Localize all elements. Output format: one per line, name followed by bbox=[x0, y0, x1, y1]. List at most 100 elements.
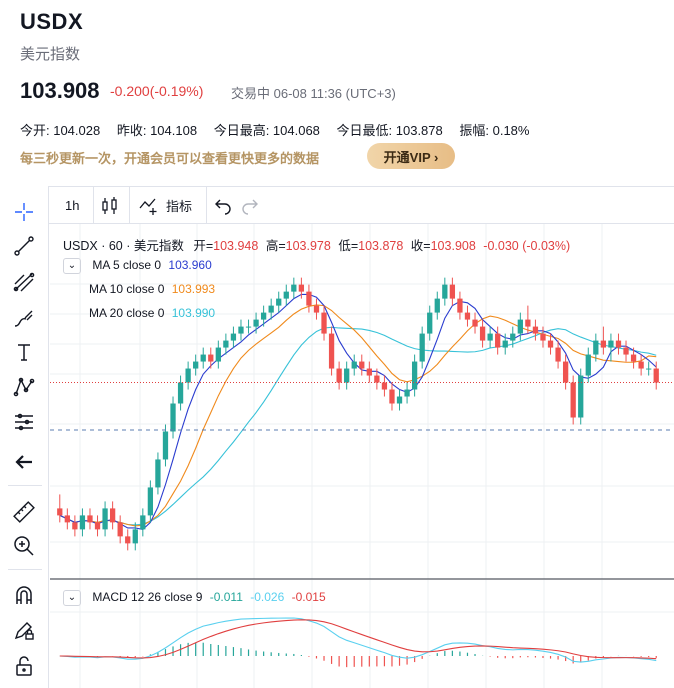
candle-body bbox=[570, 382, 576, 418]
measure-icon[interactable] bbox=[10, 408, 38, 436]
candle-body bbox=[374, 375, 380, 383]
pattern-icon[interactable] bbox=[10, 373, 38, 401]
candle-body bbox=[147, 487, 154, 516]
candle-body bbox=[125, 536, 131, 544]
candle-body bbox=[72, 522, 78, 530]
candle-body bbox=[562, 361, 569, 383]
indicators-button[interactable]: 指标 bbox=[139, 187, 192, 224]
back-arrow-icon[interactable] bbox=[10, 448, 38, 476]
collapse-ma-icon[interactable]: ⌄ bbox=[63, 258, 81, 274]
candle-body bbox=[177, 382, 184, 404]
ruler-icon[interactable] bbox=[10, 498, 38, 526]
fib-icon[interactable] bbox=[10, 268, 38, 296]
candle-body bbox=[57, 508, 63, 516]
candle-body bbox=[442, 284, 448, 299]
magnet-icon[interactable] bbox=[10, 582, 38, 610]
candle-type-icon[interactable] bbox=[101, 187, 119, 224]
legend-change: -0.030 (-0.03%) bbox=[483, 239, 571, 253]
price-chart[interactable] bbox=[50, 224, 674, 688]
candle-body bbox=[396, 396, 403, 404]
collapse-macd-icon[interactable]: ⌄ bbox=[63, 590, 81, 606]
candle-body bbox=[155, 459, 161, 488]
ohlc-legend: USDX · 60 · 美元指数 开=103.948 高=103.978 低=1… bbox=[63, 235, 570, 254]
candle-body bbox=[170, 403, 176, 432]
candle-body bbox=[653, 368, 659, 383]
symbol-title: USDX bbox=[20, 9, 84, 34]
ma20-legend: MA 20 close 0 103.990 bbox=[89, 306, 216, 320]
text-icon[interactable] bbox=[10, 338, 38, 366]
candle-body bbox=[94, 522, 101, 530]
quote-stats: 今开: 104.028 昨收: 104.108 今日最高: 104.068 今日… bbox=[20, 120, 542, 139]
candle-body bbox=[419, 333, 425, 362]
lock-drawing-icon[interactable] bbox=[10, 616, 38, 644]
candle-body bbox=[359, 361, 365, 369]
stat-amplitude: 振幅: 0.18% bbox=[459, 123, 530, 138]
candle-body bbox=[479, 326, 486, 341]
candle-body bbox=[434, 298, 440, 313]
chart-area[interactable]: USDX · 60 · 美元指数 开=103.948 高=103.978 低=1… bbox=[50, 224, 674, 688]
candle-body bbox=[427, 312, 433, 334]
candle-body bbox=[102, 508, 108, 530]
stat-prev-close: 昨收: 104.108 bbox=[116, 123, 198, 138]
candle-body bbox=[487, 333, 493, 341]
ma20-line bbox=[59, 326, 657, 526]
candle-body bbox=[185, 368, 191, 383]
candle-body bbox=[517, 319, 523, 334]
candle-body bbox=[585, 354, 591, 376]
drawing-toolbar bbox=[0, 186, 49, 688]
candle-body bbox=[502, 340, 508, 348]
candle-body bbox=[336, 368, 342, 383]
candle-body bbox=[215, 347, 221, 362]
candle-body bbox=[268, 305, 274, 313]
candle-body bbox=[117, 522, 123, 537]
undo-icon[interactable] bbox=[214, 187, 232, 224]
macd-legend: ⌄ MACD 12 26 close 9 -0.011 -0.026 -0.01… bbox=[63, 590, 326, 606]
candle-body bbox=[646, 368, 652, 370]
symbol-name: 美元指数 bbox=[20, 46, 81, 63]
candle-body bbox=[593, 340, 599, 355]
legend-low: 低=103.878 bbox=[338, 239, 404, 253]
candle-body bbox=[283, 291, 289, 299]
indicators-icon bbox=[139, 198, 157, 215]
trend-line-icon[interactable] bbox=[10, 232, 38, 260]
redo-icon[interactable] bbox=[241, 187, 259, 224]
candle-body bbox=[328, 333, 335, 369]
brush-icon[interactable] bbox=[10, 304, 38, 332]
candle-body bbox=[540, 333, 546, 341]
candle-body bbox=[495, 333, 501, 348]
candle-body bbox=[389, 389, 395, 404]
candle-body bbox=[79, 515, 86, 530]
candle-body bbox=[638, 361, 644, 369]
last-price: 103.908 bbox=[20, 78, 100, 103]
indicators-label: 指标 bbox=[166, 199, 193, 214]
open-vip-button[interactable]: 开通VIP › bbox=[367, 143, 455, 169]
ma10-legend: MA 10 close 0 103.993 bbox=[89, 282, 216, 296]
macd-line bbox=[59, 617, 657, 663]
candle-body bbox=[608, 340, 614, 348]
candle-body bbox=[260, 312, 267, 320]
candle-body bbox=[547, 340, 554, 348]
candle-body bbox=[253, 319, 259, 327]
legend-high: 高=103.978 bbox=[265, 239, 331, 253]
candle-body bbox=[132, 529, 138, 544]
interval-button[interactable]: 1h bbox=[65, 198, 80, 213]
legend-open: 开=103.948 bbox=[193, 239, 259, 253]
candle-body bbox=[615, 340, 622, 348]
unlock-icon[interactable] bbox=[10, 652, 38, 680]
candle-body bbox=[510, 333, 516, 341]
zoom-in-icon[interactable] bbox=[10, 532, 38, 560]
candle-body bbox=[200, 354, 206, 362]
ma10-line bbox=[59, 304, 657, 527]
candle-body bbox=[623, 347, 629, 355]
candle-body bbox=[366, 368, 372, 376]
candle-body bbox=[578, 375, 584, 418]
legend-title: USDX · 60 · 美元指数 bbox=[63, 239, 184, 253]
candle-body bbox=[555, 347, 561, 362]
candle-body bbox=[140, 515, 146, 530]
candle-body bbox=[230, 333, 237, 341]
candle-body bbox=[276, 298, 282, 306]
candle-body bbox=[208, 354, 214, 362]
crosshair-icon[interactable] bbox=[10, 198, 38, 226]
candle-body bbox=[381, 382, 388, 390]
candle-body bbox=[411, 361, 418, 390]
